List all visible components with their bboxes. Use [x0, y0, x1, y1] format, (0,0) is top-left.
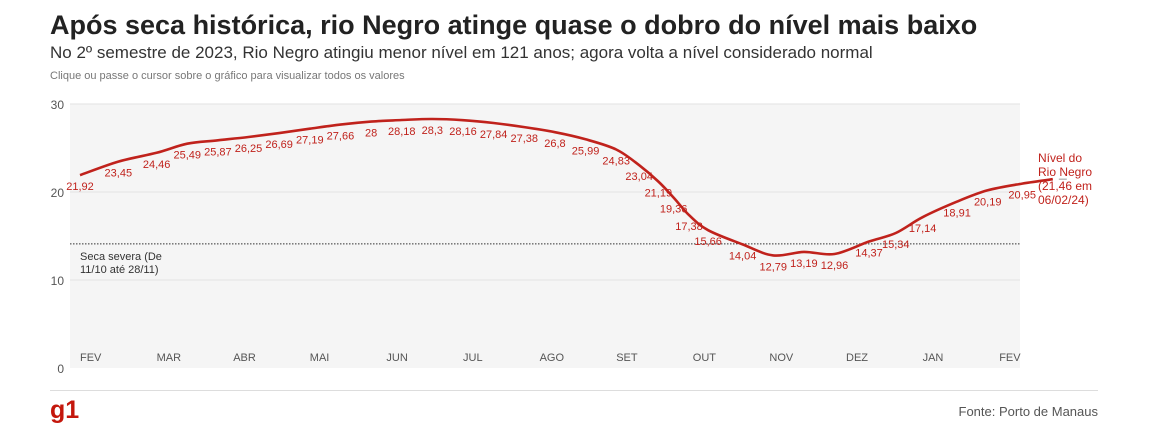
data-label: 15,66	[694, 236, 722, 248]
data-label: 26,25	[235, 143, 263, 155]
footer-divider	[50, 390, 1098, 391]
data-label: 17,38	[675, 221, 703, 233]
page-title: Após seca histórica, rio Negro atinge qu…	[50, 10, 978, 40]
data-label: 14,37	[855, 248, 883, 260]
data-label: 17,14	[909, 223, 937, 235]
data-label: 26,69	[265, 139, 293, 151]
data-label: 23,04	[625, 171, 653, 183]
y-tick-label: 10	[51, 274, 65, 288]
month-label: DEZ	[846, 352, 868, 364]
source-note: Fonte: Porto de Manaus	[958, 404, 1098, 419]
data-label: 28	[365, 128, 377, 140]
data-label: 21,92	[66, 181, 94, 193]
data-label: 25,49	[173, 150, 201, 162]
y-tick-label: 0	[57, 362, 64, 376]
data-label: 28,3	[422, 125, 443, 137]
month-label: JUL	[463, 352, 483, 364]
data-label: 23,45	[105, 168, 133, 180]
month-label: JUN	[386, 352, 407, 364]
month-label: SET	[616, 352, 638, 364]
data-label: 26,8	[544, 138, 565, 150]
data-label: 19,36	[660, 204, 688, 216]
data-label: 13,19	[790, 258, 818, 270]
end-label: Nível do	[1038, 151, 1082, 165]
y-tick-label: 20	[51, 186, 65, 200]
month-label: AGO	[540, 352, 565, 364]
data-label: 14,04	[729, 250, 757, 262]
month-label: ABR	[233, 352, 256, 364]
month-label: OUT	[693, 352, 717, 364]
data-label: 27,19	[296, 135, 324, 147]
severe-drought-label: Seca severa (De	[80, 251, 162, 263]
month-label: NOV	[769, 352, 794, 364]
month-label: FEV	[80, 352, 102, 364]
data-label: 27,38	[511, 133, 539, 145]
data-label: 20,95	[1008, 190, 1036, 202]
end-label: 06/02/24)	[1038, 193, 1089, 207]
end-label: (21,46 em	[1038, 179, 1092, 193]
g1-logo: g1	[50, 396, 80, 424]
data-label: 15,34	[882, 239, 910, 251]
data-label: 24,83	[602, 155, 630, 167]
month-label: MAR	[157, 352, 182, 364]
month-label: FEV	[999, 352, 1021, 364]
y-tick-label: 30	[51, 98, 65, 112]
data-label: 21,19	[645, 188, 673, 200]
plot-area	[70, 104, 1020, 368]
severe-drought-label: 11/10 até 28/11)	[80, 264, 159, 276]
data-label: 25,87	[204, 146, 232, 158]
data-label: 27,84	[480, 129, 508, 141]
data-label: 27,66	[327, 131, 355, 143]
end-label: Rio Negro	[1038, 165, 1092, 179]
interaction-hint: Clique ou passe o cursor sobre o gráfico…	[50, 70, 405, 82]
data-label: 12,79	[759, 261, 787, 273]
data-label: 18,91	[943, 208, 971, 220]
data-label: 25,99	[572, 145, 600, 157]
data-label: 24,46	[143, 159, 171, 171]
page-subtitle: No 2º semestre de 2023, Rio Negro atingi…	[50, 43, 873, 62]
data-label: 28,18	[388, 126, 416, 138]
data-label: 12,96	[821, 260, 849, 272]
data-label: 28,16	[449, 126, 477, 138]
month-label: MAI	[310, 352, 330, 364]
data-label: 20,19	[974, 196, 1002, 208]
month-label: JAN	[923, 352, 944, 364]
river-level-line	[79, 117, 1053, 257]
